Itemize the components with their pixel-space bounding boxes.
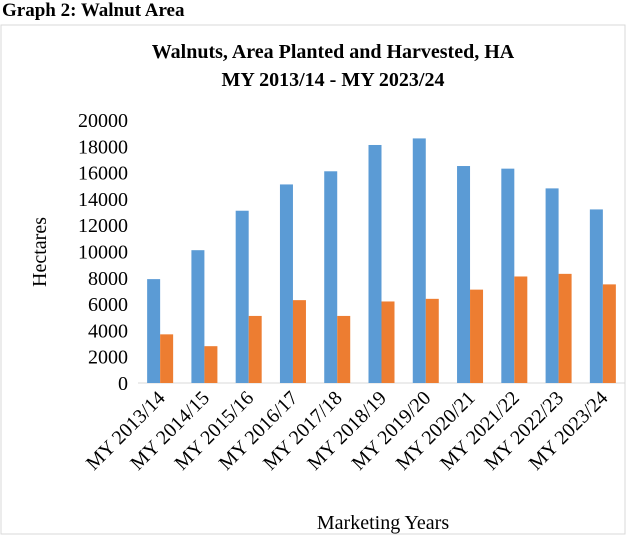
bar xyxy=(514,276,528,383)
bar xyxy=(337,315,351,383)
bar xyxy=(248,315,262,383)
bar xyxy=(191,250,205,383)
bar xyxy=(501,168,515,383)
bar xyxy=(368,144,382,383)
bar xyxy=(381,301,395,383)
chart-border xyxy=(0,24,626,535)
chart-subtitle: MY 2013/14 - MY 2023/24 xyxy=(222,69,445,91)
bar xyxy=(279,184,293,383)
y-tick-label: 6000 xyxy=(88,294,128,316)
bar xyxy=(292,300,306,383)
bar xyxy=(160,334,174,383)
y-tick-label: 0 xyxy=(118,373,128,395)
y-tick-label: 20000 xyxy=(78,110,128,132)
y-tick-label: 12000 xyxy=(78,215,128,237)
bar xyxy=(412,138,426,383)
bar xyxy=(147,279,161,383)
x-axis-label: Marketing Years xyxy=(317,512,449,534)
bar xyxy=(470,289,484,383)
chart-title: Walnuts, Area Planted and Harvested, HA xyxy=(152,41,515,63)
bar xyxy=(558,273,572,383)
y-tick-label: 10000 xyxy=(78,242,128,264)
y-tick-label: 14000 xyxy=(78,189,128,211)
bar xyxy=(324,171,338,383)
bar xyxy=(602,284,616,383)
bar xyxy=(545,188,559,383)
bar xyxy=(457,166,471,383)
y-tick-label: 18000 xyxy=(78,136,128,158)
bar xyxy=(589,209,603,383)
y-tick-label: 8000 xyxy=(88,268,128,290)
y-axis-label: Hectares xyxy=(29,217,51,287)
bar xyxy=(204,346,218,383)
bar xyxy=(425,298,439,383)
bar xyxy=(235,210,249,383)
y-tick-label: 2000 xyxy=(88,347,128,369)
y-tick-label: 4000 xyxy=(88,320,128,342)
header-title: Graph 2: Walnut Area xyxy=(2,0,185,21)
y-tick-label: 16000 xyxy=(78,163,128,185)
